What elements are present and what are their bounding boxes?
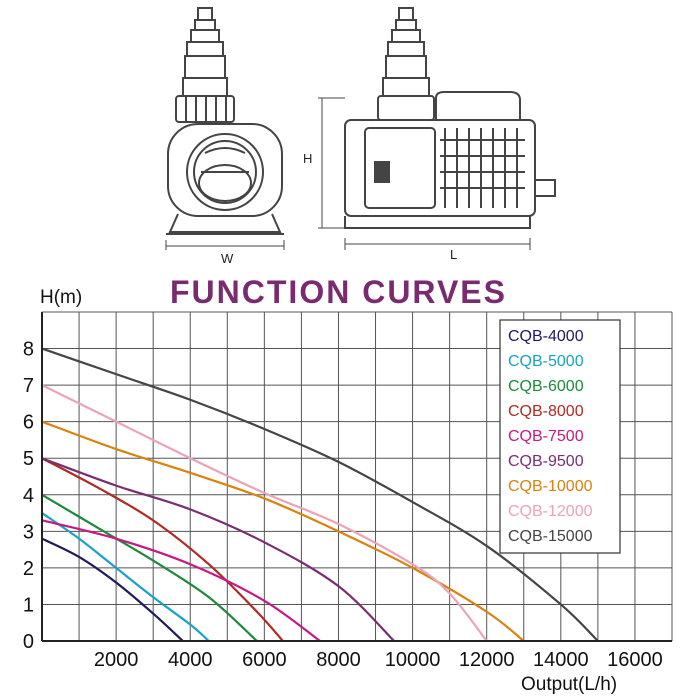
curve-cqb-9500: [41, 457, 395, 642]
legend-box: [499, 319, 621, 554]
y-axis-label: H(m): [40, 287, 82, 308]
y-tick-label: 2: [23, 558, 34, 580]
y-tick-label: 5: [23, 448, 34, 470]
y-tick-label: 7: [23, 375, 34, 397]
y-tick-label: 0: [23, 631, 34, 653]
y-tick-label: 1: [23, 594, 34, 616]
curve-cqb-4000: [41, 537, 184, 642]
x-tick-label: 2000: [94, 649, 139, 671]
x-axis-label: Output(L/h): [521, 674, 617, 695]
curve-cqb-8000: [41, 457, 284, 642]
chart-title: FUNCTION CURVES: [170, 274, 507, 310]
length-dimension-label: L: [450, 247, 457, 262]
chart-tick-labels: 0 1 2 3 4 5 6 7 8 2000 4000 6000 8000 10000 12000 14000…: [23, 339, 663, 671]
height-dimension-label: H: [303, 151, 312, 166]
curve-cqb-10000: [41, 420, 525, 642]
y-tick-label: 6: [23, 412, 34, 434]
x-tick-label: 8000: [316, 649, 361, 671]
x-tick-label: 14000: [533, 649, 589, 671]
legend-entry: CQB-6000: [508, 378, 584, 395]
x-tick-label: 16000: [607, 649, 663, 671]
x-tick-label: 4000: [168, 649, 213, 671]
legend-entry: CQB-12000: [508, 503, 593, 520]
chart-curves: [41, 347, 599, 642]
pump-side-view-drawing: [318, 7, 556, 250]
legend-entry: CQB-15000: [508, 528, 593, 545]
curve-cqb-6000: [41, 493, 258, 642]
y-tick-label: 3: [23, 521, 34, 543]
legend-entry: CQB-9500: [508, 453, 584, 470]
chart-axes: [41, 312, 672, 642]
x-tick-label: 10000: [385, 649, 441, 671]
curve-cqb-7500: [41, 519, 321, 642]
y-tick-label: 4: [23, 485, 34, 507]
curve-cqb-12000: [41, 384, 488, 642]
legend-entry: CQB-4000: [508, 328, 584, 345]
chart-legend: CQB-4000 CQB-5000 CQB-6000 CQB-8000 CQB-7500…: [499, 319, 621, 554]
curve-cqb-5000: [41, 512, 210, 642]
legend-entry: CQB-10000: [508, 478, 593, 495]
x-tick-label: 12000: [459, 649, 515, 671]
legend-entry: CQB-5000: [508, 353, 584, 370]
pump-front-view-drawing: [165, 7, 285, 250]
x-tick-label: 6000: [242, 649, 287, 671]
curve-cqb-15000: [41, 347, 599, 642]
width-dimension-label: W: [221, 251, 234, 266]
legend-entry: CQB-8000: [508, 403, 584, 420]
legend-entry: CQB-7500: [508, 428, 584, 445]
y-tick-label: 8: [23, 339, 34, 361]
